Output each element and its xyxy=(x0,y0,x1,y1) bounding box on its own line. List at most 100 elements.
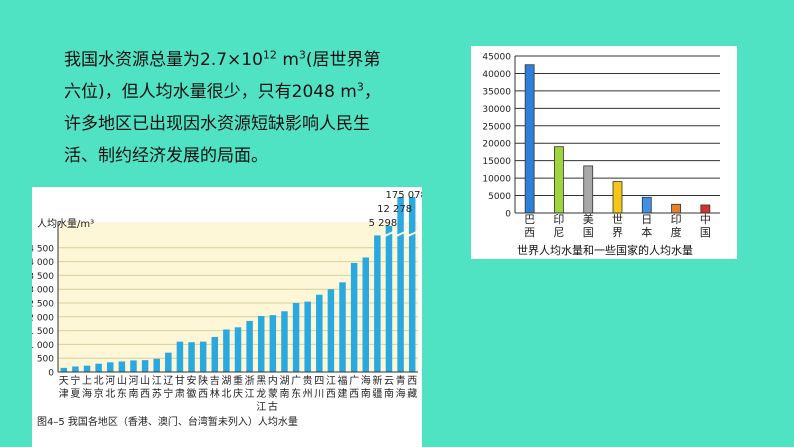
chart: 0 5000 10000 15000 20000 25000 30000 35000 40000… xyxy=(471,46,737,259)
x-tick-label: 江苏 xyxy=(152,375,162,400)
bar xyxy=(176,341,184,372)
x-tick-label: 江西 xyxy=(326,375,336,400)
text: (居世界第六位)，但人均水量很少，只有2048 m xyxy=(64,50,381,102)
bar xyxy=(292,303,300,372)
x-tick-label: 黑龙江 xyxy=(256,375,266,413)
x-tick-label: 美国 xyxy=(583,213,594,239)
y-tick-label: 40000 xyxy=(482,70,511,80)
value-label: 5 298 xyxy=(369,218,398,229)
bar xyxy=(211,336,219,372)
chart-title: 世界人均水量和一些国家的人均水量 xyxy=(517,243,693,257)
text: 我国水资源总量为2.7×10 xyxy=(64,50,263,70)
x-tick-label: 辽宁 xyxy=(163,375,173,400)
bar xyxy=(385,225,393,372)
x-tick-label: 安徽 xyxy=(187,374,197,400)
bar xyxy=(130,360,137,372)
y-tick-label: 15000 xyxy=(482,157,511,167)
bar xyxy=(141,360,149,372)
y-tick-label: 45000 xyxy=(482,53,511,63)
y-tick-label: 20000 xyxy=(482,140,511,150)
bar xyxy=(583,165,594,214)
y-tick-label: 0 xyxy=(505,210,511,220)
x-tick-label: 青海 xyxy=(396,374,406,400)
y-axis-label: 人均水量/m³ xyxy=(37,218,94,230)
y-tick-label: 3 000 xyxy=(32,286,54,296)
bar xyxy=(223,329,230,372)
y-tick-label: 1 000 xyxy=(32,341,54,351)
x-tick-label: 巴西 xyxy=(524,213,535,239)
x-tick-label: 福建 xyxy=(338,374,348,400)
value-label: 12 278 xyxy=(377,204,412,215)
x-tick-label: 云南 xyxy=(384,376,394,400)
paragraph: 我国水资源总量为2.7×1012 m3(居世界第六位)，但人均水量很少，只有20… xyxy=(64,44,382,172)
bar xyxy=(199,341,207,372)
x-tick-label: 山西 xyxy=(140,375,150,400)
value-label: 175 078 xyxy=(386,190,422,201)
bar xyxy=(374,235,381,372)
x-tick-label: 北京 xyxy=(94,375,104,400)
bar xyxy=(671,203,681,214)
chart: 0 500 1 000 1 500 2 000 2 500 3 000 3 500 4 000 4… xyxy=(32,187,422,447)
bar xyxy=(304,301,311,372)
bar xyxy=(257,315,265,372)
x-tick-label: 西藏 xyxy=(407,376,417,400)
bar xyxy=(281,311,288,372)
x-tick-label: 天津 xyxy=(59,376,69,400)
axis-break xyxy=(405,230,420,238)
axis-break xyxy=(393,230,408,238)
bar xyxy=(554,146,564,214)
bar xyxy=(60,367,68,372)
bar xyxy=(327,289,335,372)
y-tick-label: 500 xyxy=(37,355,54,365)
x-tick-label: 甘肃 xyxy=(175,374,185,400)
x-tick-label: 浙江 xyxy=(245,375,255,400)
bar xyxy=(269,315,277,372)
bar xyxy=(234,327,242,372)
x-tick-label: 湖北 xyxy=(221,375,231,400)
text: m xyxy=(276,50,299,70)
bar xyxy=(350,262,358,372)
x-tick-label: 新疆 xyxy=(372,374,382,400)
x-tick-label: 内蒙古 xyxy=(268,374,278,413)
bar xyxy=(83,365,91,372)
bar xyxy=(95,363,102,372)
x-tick-label: 河北 xyxy=(105,375,115,400)
superscript: 3 xyxy=(298,48,306,62)
y-tick-label: 5000 xyxy=(488,192,511,202)
x-tick-label: 山东 xyxy=(117,375,127,400)
bars xyxy=(60,197,416,372)
bar xyxy=(397,197,404,372)
y-tick-label: 0 xyxy=(48,369,54,379)
bar xyxy=(107,362,114,372)
x-tick-label: 海南 xyxy=(361,374,371,400)
superscript: 12 xyxy=(262,48,277,62)
y-tick-label: 25000 xyxy=(482,122,511,132)
bar xyxy=(641,196,652,214)
x-tick-label: 贵州 xyxy=(303,374,313,400)
bar xyxy=(612,181,623,214)
y-tick-label: 2 000 xyxy=(32,313,54,323)
x-tick-label: 吉林 xyxy=(210,375,220,400)
x-tick-label: 湖南 xyxy=(279,375,289,400)
y-tick-label: 2 500 xyxy=(32,300,54,310)
x-tick-label: 宁夏 xyxy=(70,374,80,400)
bar xyxy=(188,342,195,372)
x-tick-label: 上海 xyxy=(82,375,92,400)
x-tick-label: 广东 xyxy=(291,375,301,400)
y-tick-label: 10000 xyxy=(482,175,511,185)
y-tick-label: 4 000 xyxy=(32,258,54,268)
text: ，许多地区已出现因水资源短缺影响人民生活、制约经济发展的局面。 xyxy=(64,82,381,166)
bar xyxy=(524,64,535,214)
x-tick-label: 广西 xyxy=(349,375,359,400)
y-tick-label: 1 500 xyxy=(32,327,54,337)
y-tick-label: 35000 xyxy=(482,87,511,97)
superscript: 3 xyxy=(356,80,364,94)
y-tick-label: 3 500 xyxy=(32,272,54,282)
x-tick-label: 日本 xyxy=(641,213,652,239)
caption: 图4–5 我国各地区（香港、澳门、台湾暂未列入）人均水量 xyxy=(37,415,298,428)
bar xyxy=(246,320,253,372)
x-tick-label: 世界 xyxy=(612,213,623,239)
bar xyxy=(165,352,172,372)
bar xyxy=(339,282,346,372)
